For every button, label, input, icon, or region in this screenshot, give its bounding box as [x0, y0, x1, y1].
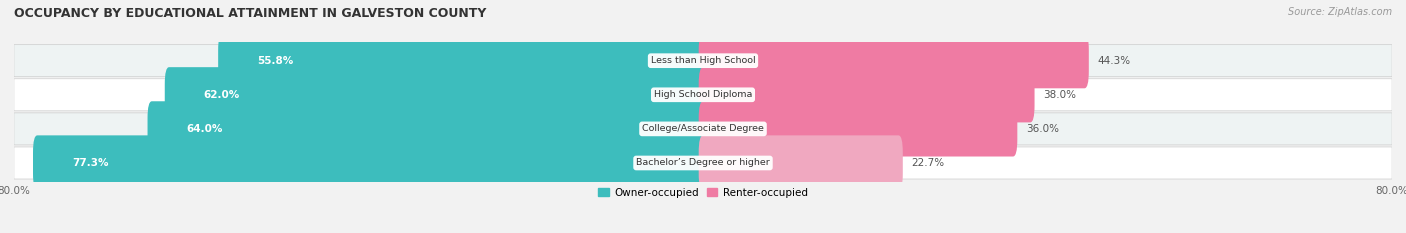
Text: 36.0%: 36.0% [1026, 124, 1059, 134]
FancyBboxPatch shape [699, 33, 1088, 88]
Text: College/Associate Degree: College/Associate Degree [643, 124, 763, 133]
Text: 62.0%: 62.0% [204, 90, 240, 100]
Text: 22.7%: 22.7% [911, 158, 945, 168]
FancyBboxPatch shape [14, 147, 1392, 179]
Text: Bachelor’s Degree or higher: Bachelor’s Degree or higher [636, 158, 770, 168]
FancyBboxPatch shape [14, 79, 1392, 111]
FancyBboxPatch shape [148, 101, 707, 157]
Text: OCCUPANCY BY EDUCATIONAL ATTAINMENT IN GALVESTON COUNTY: OCCUPANCY BY EDUCATIONAL ATTAINMENT IN G… [14, 7, 486, 20]
FancyBboxPatch shape [699, 101, 1018, 157]
Text: High School Diploma: High School Diploma [654, 90, 752, 99]
Legend: Owner-occupied, Renter-occupied: Owner-occupied, Renter-occupied [595, 183, 811, 202]
Text: 38.0%: 38.0% [1043, 90, 1076, 100]
Text: Less than High School: Less than High School [651, 56, 755, 65]
FancyBboxPatch shape [218, 33, 707, 88]
Text: 44.3%: 44.3% [1098, 56, 1130, 66]
FancyBboxPatch shape [32, 135, 707, 191]
FancyBboxPatch shape [699, 135, 903, 191]
Text: Source: ZipAtlas.com: Source: ZipAtlas.com [1288, 7, 1392, 17]
FancyBboxPatch shape [699, 67, 1035, 122]
FancyBboxPatch shape [165, 67, 707, 122]
FancyBboxPatch shape [14, 113, 1392, 145]
Text: 77.3%: 77.3% [72, 158, 108, 168]
FancyBboxPatch shape [14, 45, 1392, 77]
Text: 64.0%: 64.0% [186, 124, 222, 134]
Text: 55.8%: 55.8% [257, 56, 294, 66]
